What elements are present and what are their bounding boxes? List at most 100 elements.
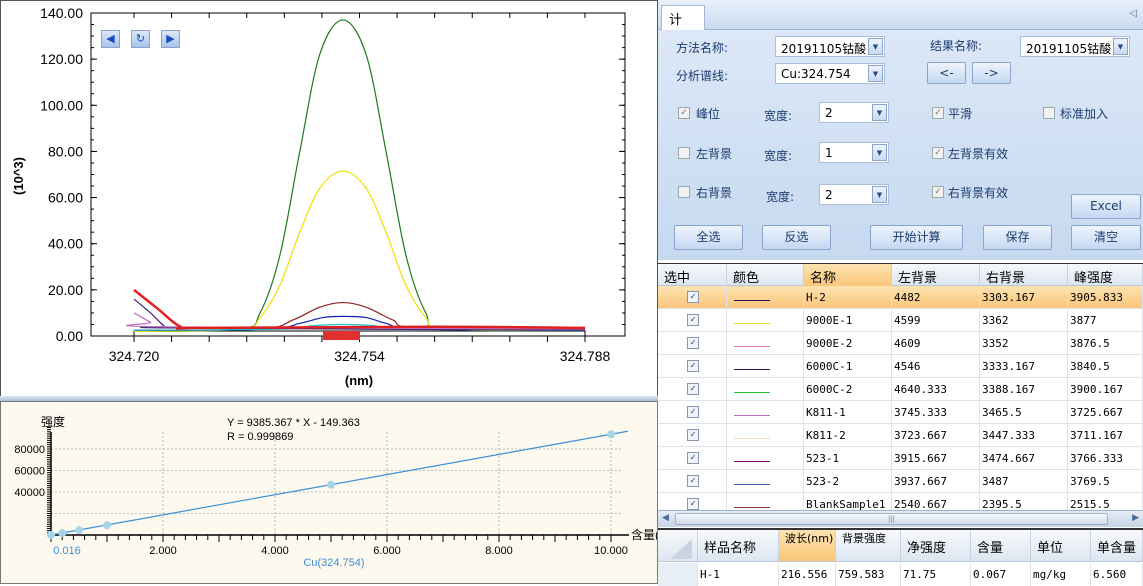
name-cell[interactable]: 6000C-1 xyxy=(804,355,892,378)
color-cell[interactable] xyxy=(727,424,804,447)
name-cell[interactable]: 523-1 xyxy=(804,447,892,470)
select-cell[interactable]: ✓ xyxy=(658,401,727,424)
color-cell[interactable] xyxy=(727,309,804,332)
peak-cell[interactable]: 3877 xyxy=(1068,309,1143,332)
color-cell[interactable] xyxy=(727,286,804,309)
col-color[interactable]: 颜色 xyxy=(727,264,804,286)
right-bg-cell[interactable]: 3362 xyxy=(980,309,1068,332)
cell-net-intensity[interactable]: 71.75 xyxy=(901,563,971,586)
right-bg-width-select[interactable]: 2 ▼ xyxy=(819,184,889,205)
color-cell[interactable] xyxy=(727,332,804,355)
right-bg-checkbox[interactable] xyxy=(678,186,690,198)
right-bg-cell[interactable]: 3352 xyxy=(980,332,1068,355)
col-selected[interactable]: 选中 xyxy=(658,264,727,286)
peak-cell[interactable]: 3711.167 xyxy=(1068,424,1143,447)
peak-width-select[interactable]: 2 ▼ xyxy=(819,102,889,123)
horizontal-scrollbar[interactable]: ◀ ||| ▶ xyxy=(658,510,1143,527)
excel-button[interactable]: Excel xyxy=(1071,194,1141,219)
table-row[interactable]: ✓ BlankSample1 2540.667 2395.5 2515.5 xyxy=(658,493,1143,516)
select-cell[interactable]: ✓ xyxy=(658,309,727,332)
refresh-icon[interactable]: ↻ xyxy=(131,30,150,48)
peak-cell[interactable]: 3840.5 xyxy=(1068,355,1143,378)
cell-single-content[interactable]: 6.560 xyxy=(1091,563,1143,586)
right-bg-cell[interactable]: 3465.5 xyxy=(980,401,1068,424)
row-header[interactable] xyxy=(658,563,698,586)
select-cell[interactable]: ✓ xyxy=(658,470,727,493)
tab-calculate[interactable]: 计 算 xyxy=(661,5,705,47)
select-all-button[interactable]: 全选 xyxy=(674,225,743,250)
row-checkbox[interactable]: ✓ xyxy=(687,360,699,372)
select-cell[interactable]: ✓ xyxy=(658,424,727,447)
splitter-handle[interactable] xyxy=(0,396,658,401)
scroll-left-icon[interactable]: ◀ xyxy=(662,513,669,523)
row-checkbox[interactable]: ✓ xyxy=(687,498,699,510)
left-bg-cell[interactable]: 4546 xyxy=(892,355,980,378)
peak-cell[interactable]: 3900.167 xyxy=(1068,378,1143,401)
name-cell[interactable]: BlankSample1 xyxy=(804,493,892,516)
table-row[interactable]: ✓ 9000E-2 4609 3352 3876.5 xyxy=(658,332,1143,355)
row-checkbox[interactable]: ✓ xyxy=(687,406,699,418)
chevron-down-icon[interactable]: ▼ xyxy=(872,186,887,203)
right-bg-cell[interactable]: 3474.667 xyxy=(980,447,1068,470)
save-button[interactable]: 保存 xyxy=(983,225,1052,250)
row-checkbox[interactable]: ✓ xyxy=(687,291,699,303)
name-cell[interactable]: 6000C-2 xyxy=(804,378,892,401)
col-bg-intensity[interactable]: 背景强度 xyxy=(836,530,901,562)
scroll-right-icon[interactable]: ▶ xyxy=(1132,513,1139,523)
table-row[interactable]: ✓ 523-1 3915.667 3474.667 3766.333 xyxy=(658,447,1143,470)
left-bg-cell[interactable]: 2540.667 xyxy=(892,493,980,516)
scrollbar-thumb[interactable]: ||| xyxy=(675,513,1108,525)
chevron-down-icon[interactable]: ▼ xyxy=(868,65,883,82)
color-cell[interactable] xyxy=(727,378,804,401)
name-cell[interactable]: K811-2 xyxy=(804,424,892,447)
color-cell[interactable] xyxy=(727,470,804,493)
select-cell[interactable]: ✓ xyxy=(658,493,727,516)
row-checkbox[interactable]: ✓ xyxy=(687,452,699,464)
left-bg-width-select[interactable]: 1 ▼ xyxy=(819,142,889,163)
name-cell[interactable]: K811-1 xyxy=(804,401,892,424)
name-cell[interactable]: 523-2 xyxy=(804,470,892,493)
col-content[interactable]: 含量 xyxy=(971,530,1031,562)
table-row[interactable]: ✓ H-2 4482 3303.167 3905.833 xyxy=(658,286,1143,309)
arrow-left-icon[interactable]: ◀ xyxy=(101,30,120,48)
right-bg-cell[interactable]: 3447.333 xyxy=(980,424,1068,447)
peak-checkbox[interactable]: ✓ xyxy=(678,107,690,119)
select-cell[interactable]: ✓ xyxy=(658,286,727,309)
left-bg-cell[interactable]: 3745.333 xyxy=(892,401,980,424)
right-bg-cell[interactable]: 3333.167 xyxy=(980,355,1068,378)
name-cell[interactable]: H-2 xyxy=(804,286,892,309)
select-cell[interactable]: ✓ xyxy=(658,378,727,401)
row-checkbox[interactable]: ✓ xyxy=(687,383,699,395)
right-bg-cell[interactable]: 2395.5 xyxy=(980,493,1068,516)
right-bg-cell[interactable]: 3388.167 xyxy=(980,378,1068,401)
cell-wavelength[interactable]: 216.556 xyxy=(779,563,836,586)
cell-bg-intensity[interactable]: 759.583 xyxy=(836,563,901,586)
name-cell[interactable]: 9000E-2 xyxy=(804,332,892,355)
select-cell[interactable]: ✓ xyxy=(658,355,727,378)
left-bg-cell[interactable]: 4640.333 xyxy=(892,378,980,401)
col-right-bg[interactable]: 右背景 xyxy=(980,264,1068,286)
left-bg-cell[interactable]: 3915.667 xyxy=(892,447,980,470)
select-all-corner[interactable] xyxy=(658,530,698,562)
table-row[interactable]: ✓ 523-2 3937.667 3487 3769.5 xyxy=(658,470,1143,493)
collapse-left-icon[interactable]: ◁ xyxy=(1129,8,1137,19)
prev-button[interactable]: <- xyxy=(927,62,966,84)
col-left-bg[interactable]: 左背景 xyxy=(892,264,980,286)
chevron-down-icon[interactable]: ▼ xyxy=(868,38,883,55)
table-row[interactable]: ✓ 6000C-2 4640.333 3388.167 3900.167 xyxy=(658,378,1143,401)
peak-cell[interactable]: 3905.833 xyxy=(1068,286,1143,309)
left-bg-cell[interactable]: 3937.667 xyxy=(892,470,980,493)
left-bg-checkbox[interactable] xyxy=(678,147,690,159)
peak-cell[interactable]: 3766.333 xyxy=(1068,447,1143,470)
next-button[interactable]: -> xyxy=(972,62,1011,84)
color-cell[interactable] xyxy=(727,401,804,424)
name-cell[interactable]: 9000E-1 xyxy=(804,309,892,332)
col-name[interactable]: 名称 xyxy=(804,264,892,286)
col-peak[interactable]: 峰强度 xyxy=(1068,264,1143,286)
col-sample-name[interactable]: 样品名称 xyxy=(698,530,779,562)
col-unit[interactable]: 单位 xyxy=(1031,530,1091,562)
line-select[interactable]: Cu:324.754 ▼ xyxy=(775,63,885,84)
result-select[interactable]: 20191105钴酸 ▼ xyxy=(1020,36,1130,57)
col-net-intensity[interactable]: 净强度 xyxy=(901,530,971,562)
smooth-checkbox[interactable]: ✓ xyxy=(932,107,944,119)
